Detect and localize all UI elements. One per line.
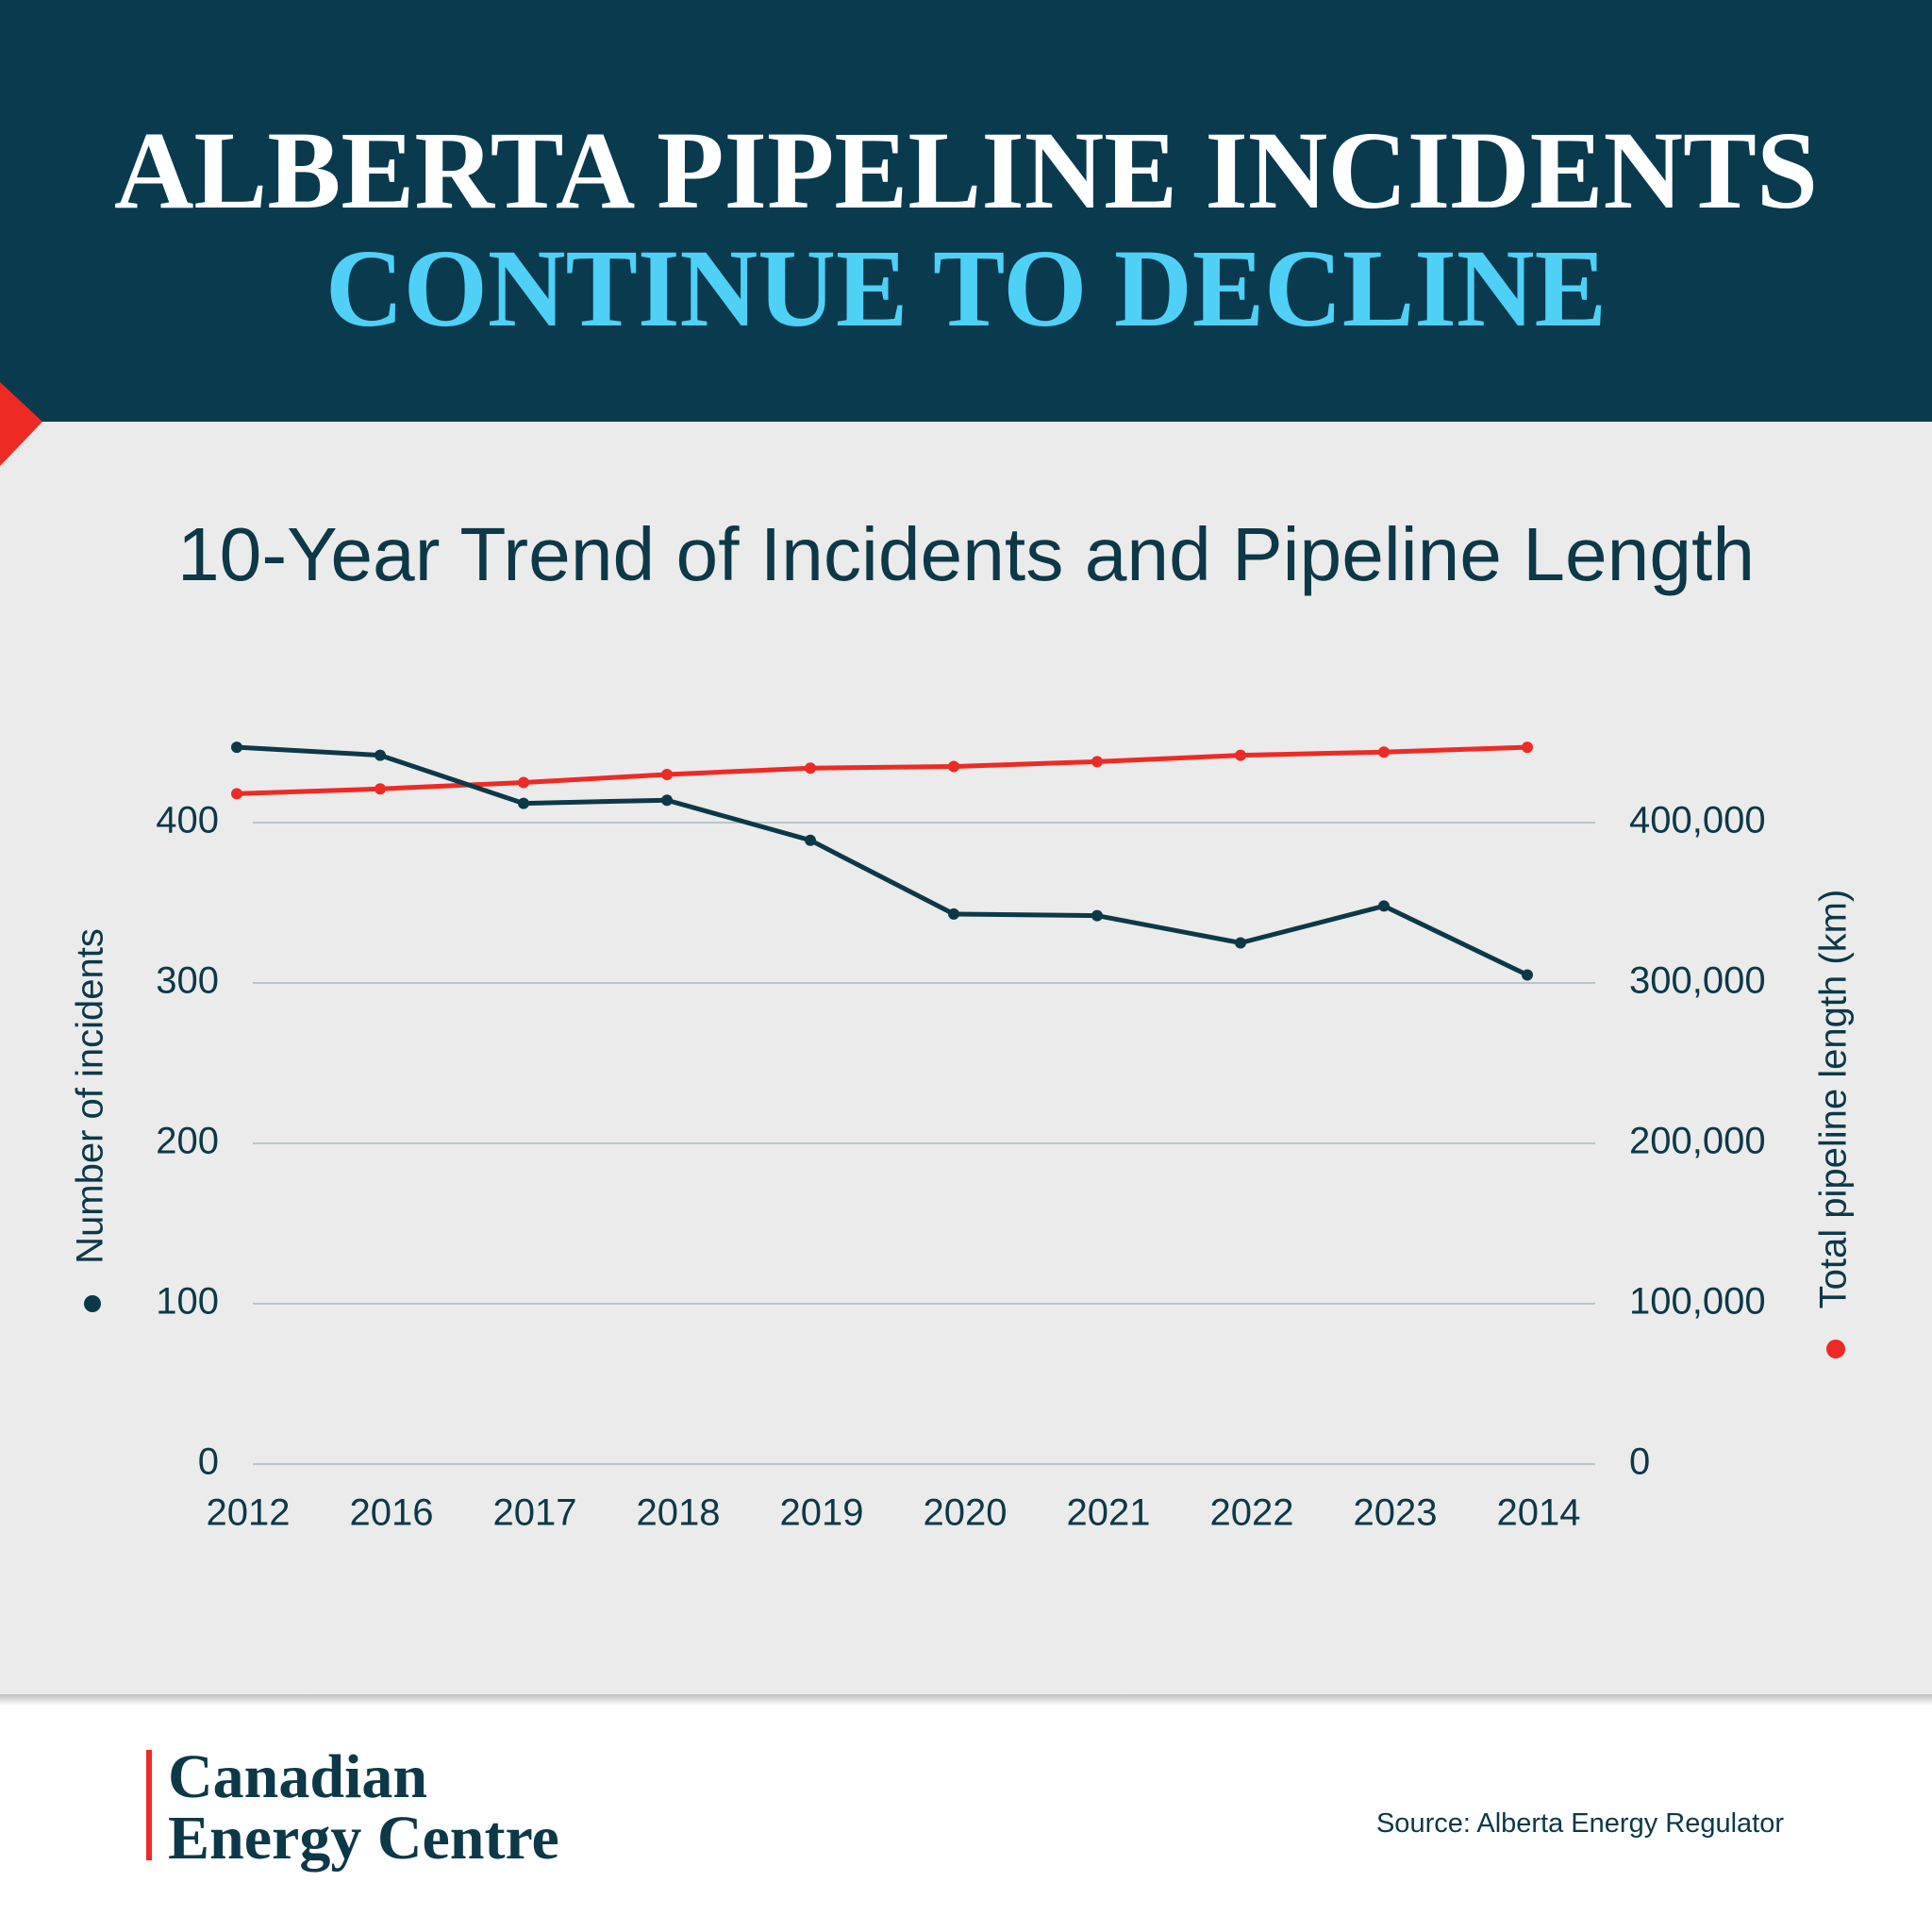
y2-tick-label: 400,000 xyxy=(1629,800,1766,841)
title-line-2: CONTINUE TO DECLINE xyxy=(325,226,1607,350)
y2-axis-title: Total pipeline length (km) xyxy=(1813,890,1855,1309)
x-tick-label: 2023 xyxy=(1354,1492,1438,1534)
data-point xyxy=(1091,756,1103,768)
x-tick-label: 2021 xyxy=(1067,1492,1151,1534)
source: Source: Alberta Energy Regulator xyxy=(1376,1808,1784,1839)
x-tick-label: 2020 xyxy=(924,1492,1008,1534)
legend-dot xyxy=(1826,1340,1845,1358)
legend-dot xyxy=(84,1295,101,1312)
x-tick-label: 2019 xyxy=(780,1492,864,1534)
data-point xyxy=(1522,741,1533,754)
data-point xyxy=(1378,900,1390,912)
x-tick-label: 2022 xyxy=(1210,1492,1294,1534)
data-point xyxy=(661,794,673,807)
data-point xyxy=(518,776,529,789)
series-line xyxy=(236,744,1528,796)
x-tick-label: 2014 xyxy=(1497,1492,1581,1534)
header-band xyxy=(0,0,1932,422)
logo-bar xyxy=(146,1750,152,1860)
y-tick-label: 300 xyxy=(156,960,219,1002)
y-tick-label: 100 xyxy=(156,1281,219,1323)
data-point xyxy=(948,908,959,920)
data-point xyxy=(805,762,816,774)
chart-title: 10-Year Trend of Incidents and Pipeline … xyxy=(177,512,1755,596)
chart-background xyxy=(0,422,1932,1694)
data-point xyxy=(518,797,529,809)
shadow xyxy=(0,1694,1932,1706)
data-point xyxy=(805,834,816,846)
y2-tick-label: 200,000 xyxy=(1629,1121,1766,1162)
data-point xyxy=(375,749,386,761)
title-line-1: ALBERTA PIPELINE INCIDENTS xyxy=(114,108,1818,232)
data-point xyxy=(948,760,959,773)
y-tick-label: 200 xyxy=(156,1121,219,1162)
data-point xyxy=(1378,746,1390,758)
data-point xyxy=(375,783,386,795)
y-tick-label: 0 xyxy=(198,1441,219,1483)
y-tick-label: 400 xyxy=(156,800,219,841)
y2-tick-label: 300,000 xyxy=(1629,960,1766,1002)
series-line xyxy=(236,744,1529,977)
y-axis-title: Number of incidents xyxy=(70,928,111,1264)
logo-line-2: Energy Centre xyxy=(168,1804,559,1873)
x-tick-label: 2016 xyxy=(350,1492,434,1534)
x-tick-label: 2017 xyxy=(493,1492,577,1534)
y2-tick-label: 100,000 xyxy=(1629,1281,1766,1323)
logo-line-1: Canadian xyxy=(168,1742,427,1811)
data-point xyxy=(1522,969,1533,981)
y2-tick-label: 0 xyxy=(1629,1441,1650,1483)
x-tick-label: 2012 xyxy=(207,1492,291,1534)
data-point xyxy=(1235,749,1246,761)
x-tick-label: 2018 xyxy=(637,1492,721,1534)
red-accent xyxy=(0,382,42,466)
data-point xyxy=(231,788,242,800)
data-point xyxy=(1235,937,1246,949)
data-point xyxy=(231,741,242,754)
data-point xyxy=(1091,909,1103,922)
data-point xyxy=(661,769,673,780)
